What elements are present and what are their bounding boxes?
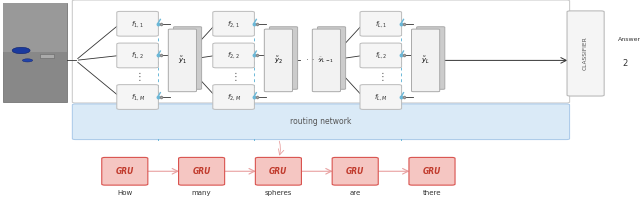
Text: $\tilde{y}_{L}$: $\tilde{y}_{L}$ (421, 55, 430, 66)
Text: are: are (349, 190, 361, 196)
FancyBboxPatch shape (317, 27, 346, 89)
FancyBboxPatch shape (40, 54, 54, 58)
FancyBboxPatch shape (102, 157, 148, 185)
FancyBboxPatch shape (72, 104, 570, 140)
FancyBboxPatch shape (212, 85, 254, 109)
FancyBboxPatch shape (360, 43, 402, 68)
Text: $f_{1,M}$: $f_{1,M}$ (131, 92, 145, 102)
Text: GRU: GRU (423, 167, 441, 176)
Text: $\vdots$: $\vdots$ (230, 70, 237, 83)
FancyBboxPatch shape (3, 3, 67, 52)
Text: $f_{2,1}$: $f_{2,1}$ (227, 19, 240, 29)
Text: CLASSIFIER: CLASSIFIER (583, 37, 588, 70)
Text: GRU: GRU (269, 167, 287, 176)
FancyBboxPatch shape (264, 29, 292, 92)
FancyBboxPatch shape (3, 3, 67, 102)
Text: $\tilde{y}_{L-1}$: $\tilde{y}_{L-1}$ (318, 56, 335, 65)
Text: · · ·: · · · (307, 56, 321, 65)
FancyBboxPatch shape (116, 85, 159, 109)
Text: $f_{L,1}$: $f_{L,1}$ (374, 19, 387, 29)
FancyBboxPatch shape (417, 27, 445, 89)
Text: routing network: routing network (291, 117, 351, 126)
FancyBboxPatch shape (332, 157, 378, 185)
FancyBboxPatch shape (212, 11, 254, 36)
FancyBboxPatch shape (168, 29, 196, 92)
Text: there: there (423, 190, 441, 196)
Text: $\vdots$: $\vdots$ (377, 70, 385, 83)
FancyBboxPatch shape (179, 157, 225, 185)
Text: $f_{L,2}$: $f_{L,2}$ (374, 50, 387, 60)
FancyBboxPatch shape (360, 11, 402, 36)
FancyBboxPatch shape (255, 157, 301, 185)
Text: Answer:: Answer: (618, 37, 640, 42)
Text: $f_{1,2}$: $f_{1,2}$ (131, 50, 144, 60)
Text: How: How (117, 190, 132, 196)
Text: 2: 2 (623, 59, 628, 68)
Text: $\tilde{y}_{2}$: $\tilde{y}_{2}$ (274, 55, 283, 66)
Text: $f_{2,2}$: $f_{2,2}$ (227, 50, 240, 60)
Text: spheres: spheres (265, 190, 292, 196)
Text: $f_{1,1}$: $f_{1,1}$ (131, 19, 144, 29)
FancyBboxPatch shape (360, 85, 402, 109)
Text: GRU: GRU (346, 167, 364, 176)
Text: $f_{L,M}$: $f_{L,M}$ (374, 92, 388, 102)
FancyBboxPatch shape (116, 43, 159, 68)
Text: $\vdots$: $\vdots$ (134, 70, 141, 83)
FancyBboxPatch shape (312, 29, 340, 92)
Text: $\tilde{y}_{1}$: $\tilde{y}_{1}$ (178, 55, 187, 66)
FancyBboxPatch shape (567, 11, 604, 96)
Text: $f_{2,M}$: $f_{2,M}$ (227, 92, 241, 102)
FancyBboxPatch shape (173, 27, 202, 89)
Text: GRU: GRU (116, 167, 134, 176)
FancyBboxPatch shape (409, 157, 455, 185)
Text: many: many (192, 190, 211, 196)
FancyBboxPatch shape (269, 27, 298, 89)
FancyBboxPatch shape (412, 29, 440, 92)
Circle shape (22, 59, 33, 62)
Text: GRU: GRU (193, 167, 211, 176)
FancyBboxPatch shape (116, 11, 159, 36)
FancyBboxPatch shape (212, 43, 254, 68)
Ellipse shape (12, 47, 30, 54)
